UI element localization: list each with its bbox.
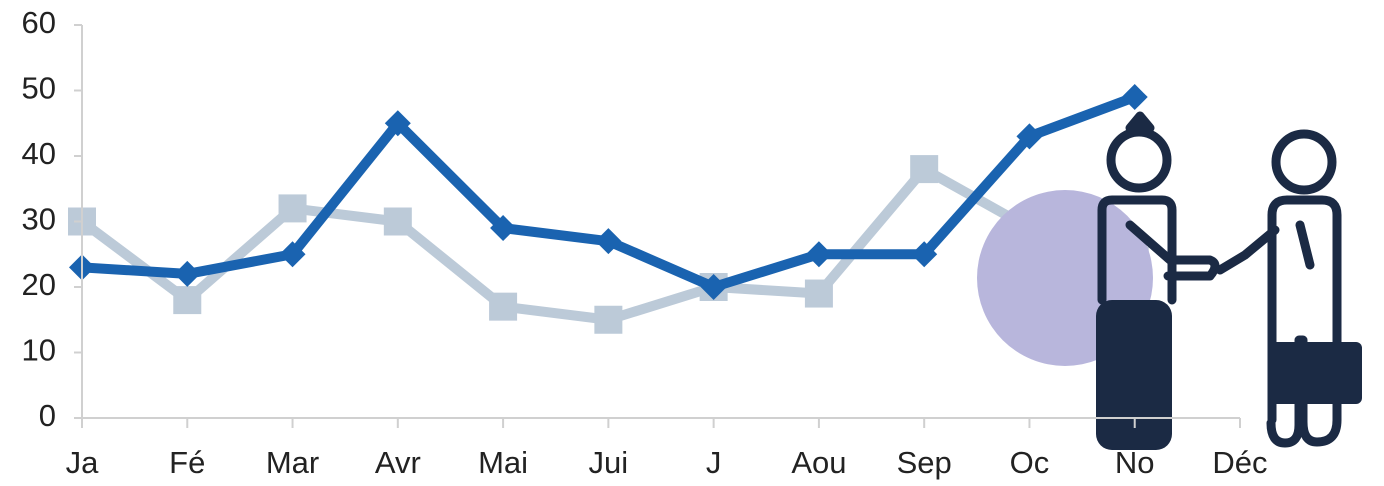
point [174,261,200,287]
illustration [977,116,1362,450]
point [805,280,833,308]
point [806,241,832,267]
x-tick-label: Ja [66,445,100,480]
point [279,194,307,222]
y-tick-label: 40 [22,136,56,171]
x-tick-label: Avr [375,445,421,480]
x-tick-label: Aou [791,445,846,480]
y-tick-label: 20 [22,267,56,302]
x-tick-label: Déc [1212,445,1267,480]
x-tick-label: Sep [897,445,952,480]
y-tick-label: 0 [39,398,56,433]
point [489,293,517,321]
x-tick-label: No [1115,445,1155,480]
y-tick-label: 50 [22,71,56,106]
x-tick-label: Oc [1010,445,1050,480]
page: 0 10 20 30 40 50 60 Ja Fé Mar Avr Mai Jui J Aou Sep Oc No… [0,0,1384,486]
chart: 0 10 20 30 40 50 60 Ja Fé Mar Avr Mai Jui J Aou Sep Oc No… [0,0,1384,486]
y-tick-label: 10 [22,333,56,368]
x-tick-label: Mar [266,445,319,480]
x-tick-label: Fé [169,445,205,480]
point [1122,84,1148,110]
point [384,208,412,236]
point [594,306,622,334]
y-tick-label: 30 [22,202,56,237]
x-tick-label: Jui [589,445,629,480]
point [910,155,938,183]
y-tick-label: 60 [22,5,56,40]
x-tick-label: J [706,445,722,480]
briefcase [1270,342,1362,404]
x-tick-label: Mai [478,445,528,480]
point [173,286,201,314]
